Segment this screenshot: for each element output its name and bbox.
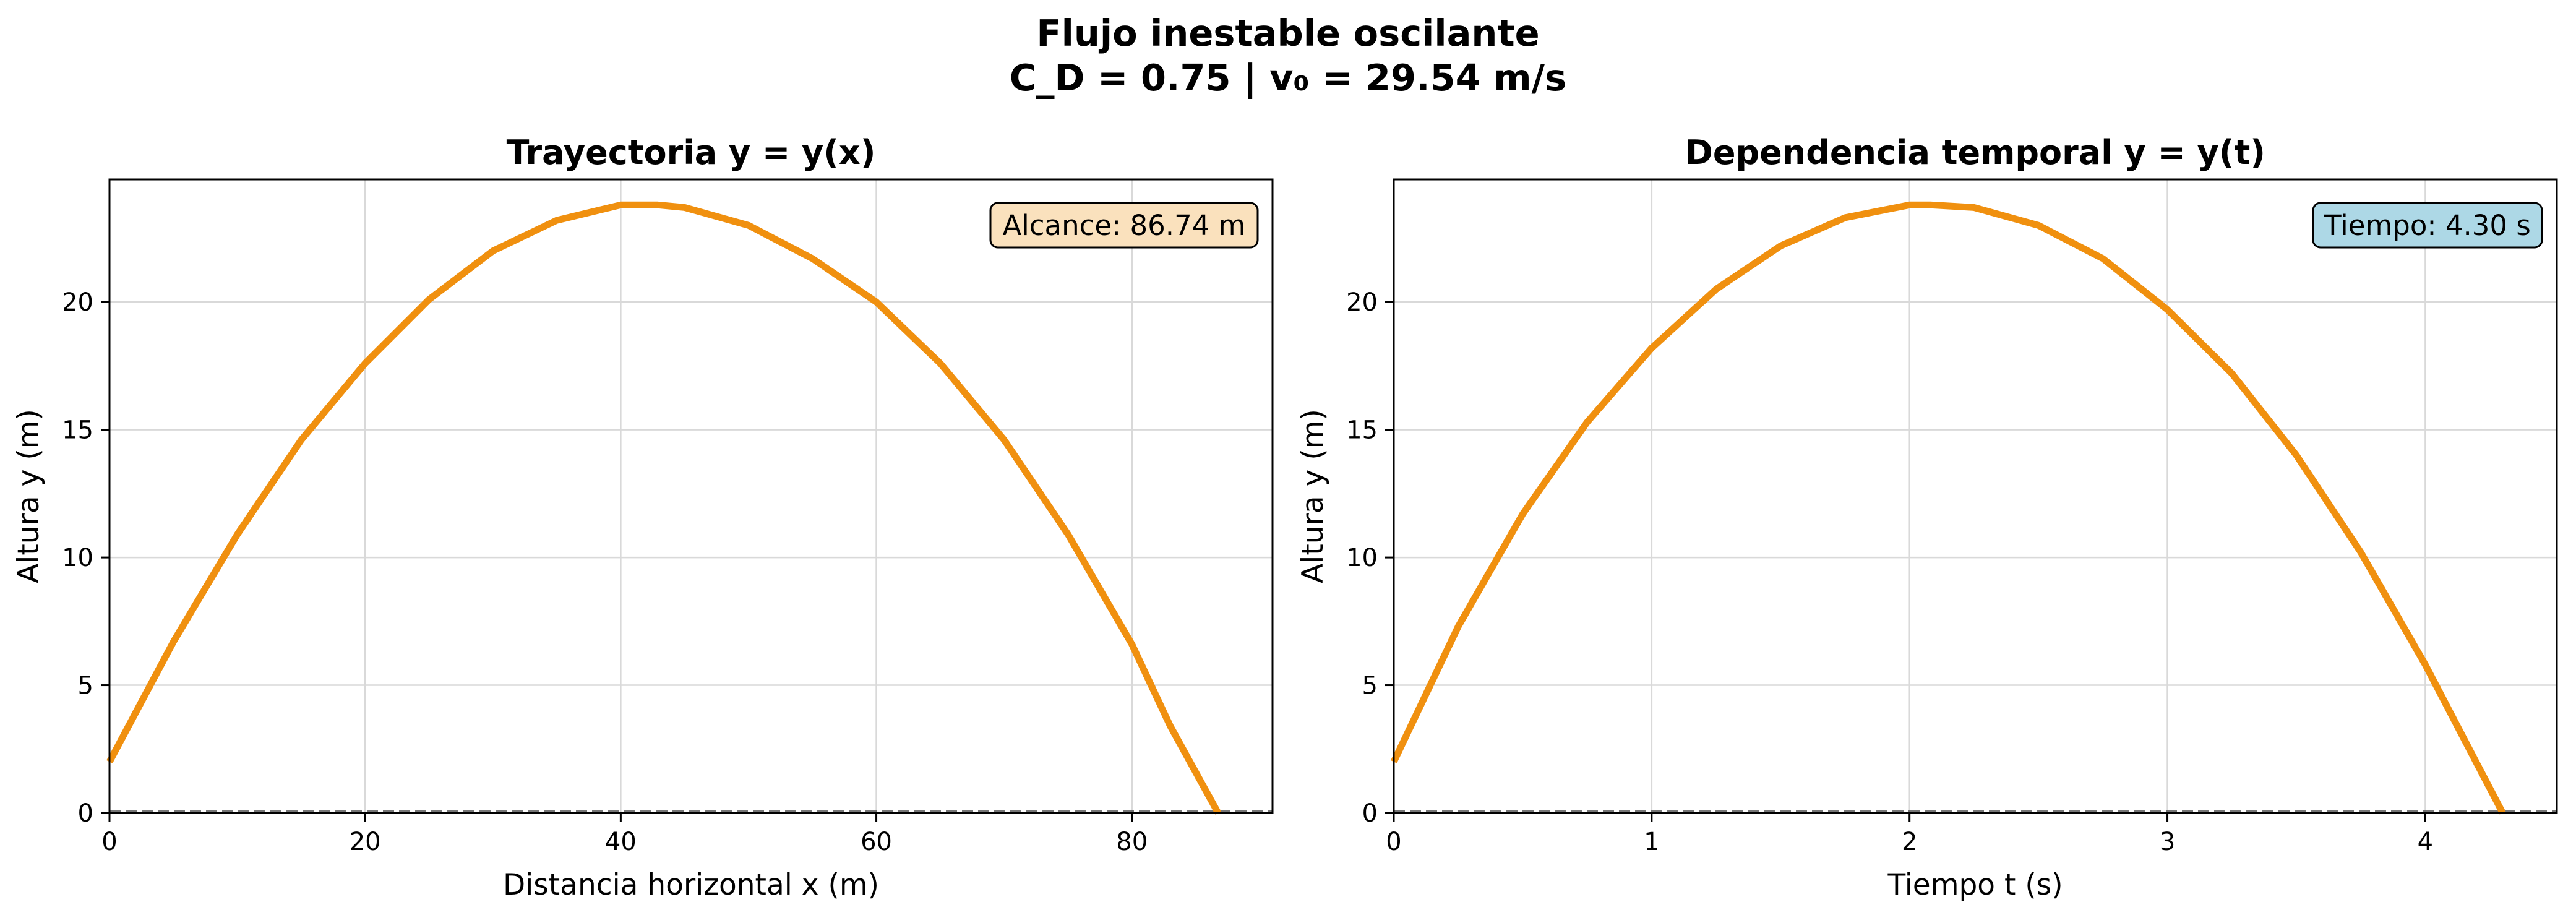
left-series-line [106,201,1221,815]
right-y-tick-label: 0 [1362,799,1378,828]
right-x-tick-label: 3 [2160,828,2175,856]
left-x-axis-label: Distancia horizontal x (m) [503,868,879,902]
right-plot-area [1394,179,2557,813]
left-chart: 0 20 40 60 80 0 5 10 15 20 Trayectoria y = y(x) Dis… [12,133,1274,902]
right-x-tick-label: 0 [1386,828,1401,856]
right-axes-frame [1393,178,2558,814]
left-chart-title: Trayectoria y = y(x) [507,133,876,172]
right-chart-title: Dependencia temporal y = y(t) [1685,133,2265,172]
right-chart: 0 1 2 3 4 0 5 10 15 20 Dependencia temporal y = y(… [1296,133,2558,902]
left-annotation-box [989,202,1259,249]
left-x-tick-label: 60 [861,828,892,856]
figure-title-line-2: C_D = 0.75 | v₀ = 29.54 m/s [1009,56,1567,99]
right-x-tick-label: 2 [1902,828,1917,856]
right-y-tick-label: 5 [1362,672,1378,700]
left-x-tick-label: 40 [605,828,637,856]
figure-title: Flujo inestable oscilante C_D = 0.75 | v… [0,11,2576,100]
right-y-axis-label: Altura y (m) [1296,409,1330,583]
figure-title-line-1: Flujo inestable oscilante [1036,12,1540,54]
left-y-axis-label: Altura y (m) [12,409,46,583]
left-x-tick-label: 0 [101,828,117,856]
right-x-axis-label: Tiempo t (s) [1887,868,2063,902]
right-y-tick-label: 20 [1346,288,1378,317]
left-y-tick-label: 20 [62,288,93,317]
left-plot-area [109,179,1273,813]
left-x-tick-label: 20 [350,828,381,856]
right-series-line [1391,201,2506,815]
left-axes-frame [108,178,1274,814]
left-annotation-text: Alcance: 86.74 m [1003,209,1246,242]
left-x-tick-label: 80 [1116,828,1148,856]
right-annotation-text: Tiempo: 4.30 s [2324,209,2531,242]
left-y-tick-label: 5 [78,672,93,700]
right-x-tick-label: 1 [1644,828,1659,856]
right-x-tick-label: 4 [2418,828,2433,856]
right-y-tick-label: 10 [1346,544,1378,572]
left-y-tick-label: 10 [62,544,93,572]
left-y-tick-label: 15 [62,416,93,445]
right-annotation-box [2312,202,2543,249]
right-y-tick-label: 15 [1346,416,1378,445]
left-y-tick-label: 0 [78,799,93,828]
